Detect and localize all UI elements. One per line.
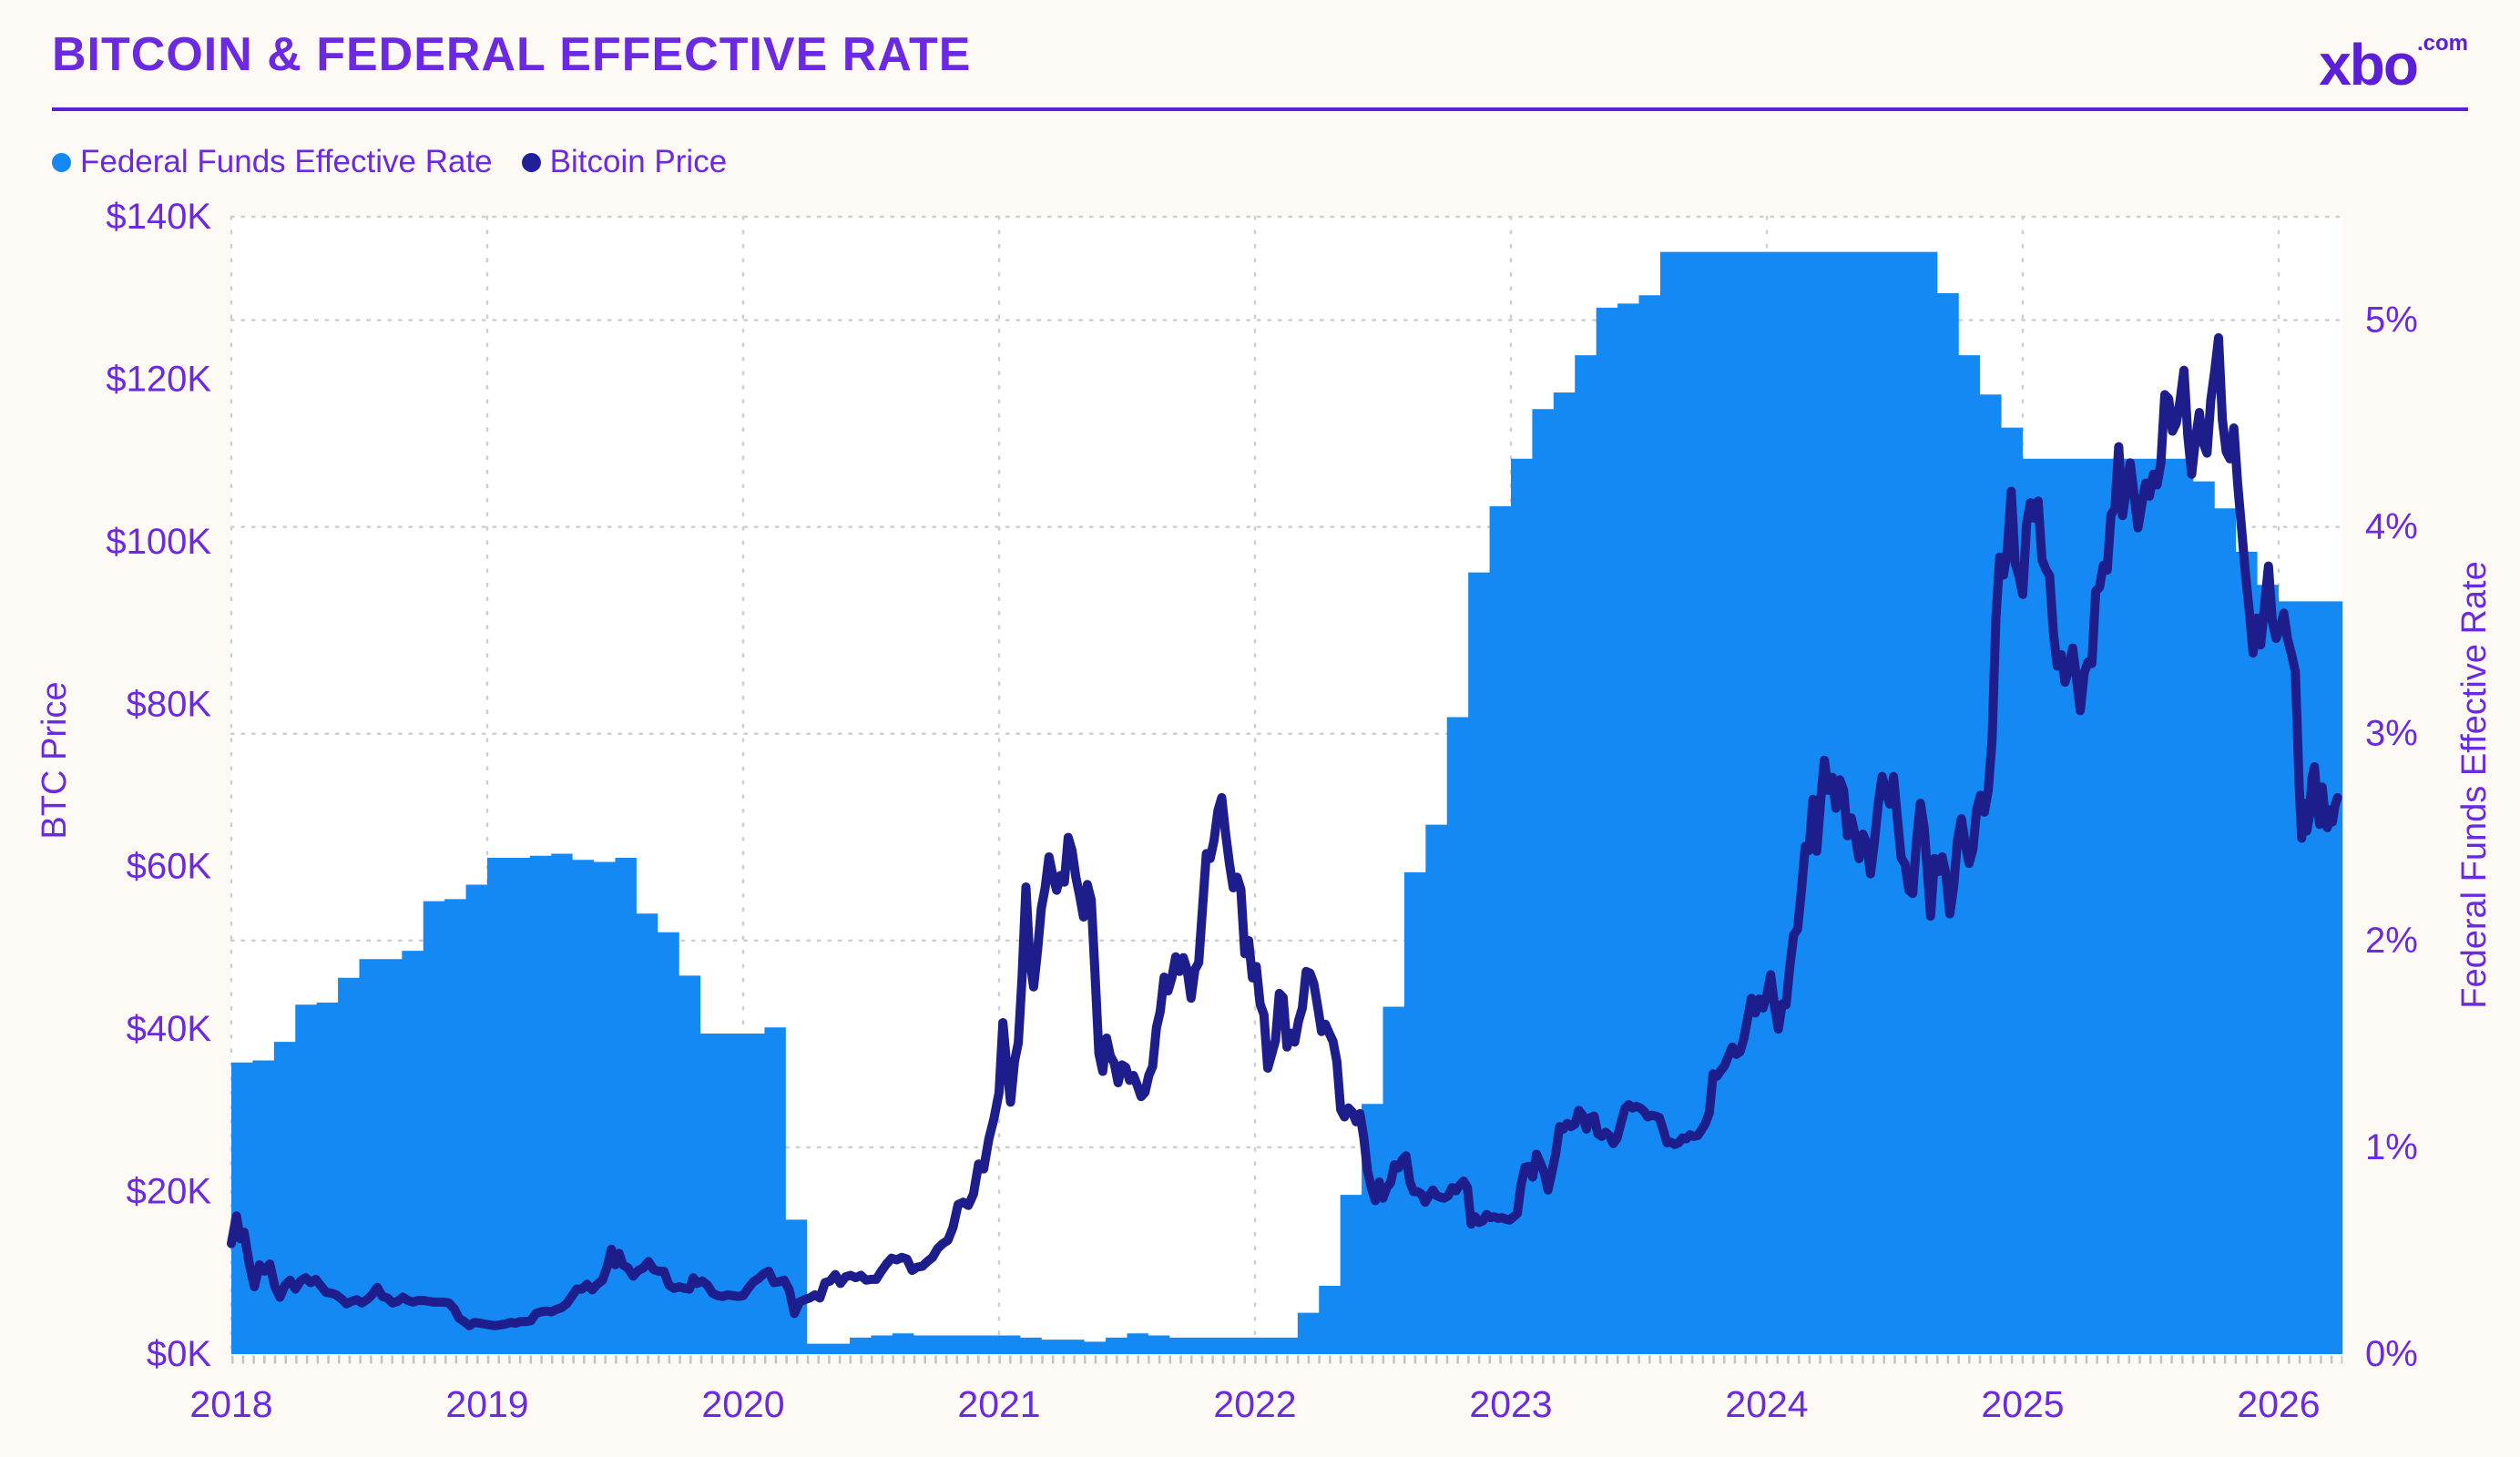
- y-axis-right-title: Federal Funds Effective Rate: [2455, 561, 2494, 1008]
- bitcoin-price-line: [227, 332, 2342, 1330]
- x-tick-2018: 2018: [189, 1383, 272, 1425]
- y-left-tick-$140K: $140K: [106, 197, 211, 237]
- x-tick-2024: 2024: [1725, 1383, 1808, 1425]
- x-tick-2021: 2021: [957, 1383, 1040, 1425]
- title-divider: [52, 107, 2468, 111]
- legend-dot-fed-rate: [52, 152, 71, 172]
- logo-text: xbo: [2319, 32, 2419, 97]
- x-tick-2020: 2020: [701, 1383, 784, 1425]
- y-left-tick-$120K: $120K: [106, 359, 211, 399]
- y-left-tick-$80K: $80K: [127, 684, 212, 724]
- y-left-tick-$60K: $60K: [127, 847, 212, 887]
- y-right-tick-5%: 5%: [2365, 301, 2418, 341]
- legend-label-bitcoin-price: Bitcoin Price: [549, 144, 728, 179]
- page-title: BITCOIN & FEDERAL EFFECTIVE RATE: [52, 28, 972, 81]
- y-axis-left-title: BTC Price: [36, 681, 74, 839]
- legend-label-fed-rate: Federal Funds Effective Rate: [80, 144, 493, 179]
- y-right-tick-1%: 1%: [2365, 1127, 2418, 1167]
- axis-tick-labels: $0K $20K $40K $60K $80K $100K $120K $140K 0% 1% 2%…: [106, 197, 2417, 1425]
- x-tick-2022: 2022: [1213, 1383, 1296, 1425]
- y-right-tick-3%: 3%: [2365, 714, 2418, 754]
- chart-legend: Federal Funds Effective Rate Bitcoin Pri…: [52, 144, 743, 180]
- y-right-tick-0%: 0%: [2365, 1334, 2418, 1374]
- x-tick-2025: 2025: [1981, 1383, 2064, 1425]
- fed-funds-rate-area: [231, 251, 2343, 1354]
- x-tick-2019: 2019: [445, 1383, 528, 1425]
- y-left-tick-$20K: $20K: [127, 1172, 212, 1212]
- y-right-tick-2%: 2%: [2365, 921, 2418, 961]
- series-layer: [227, 251, 2343, 1364]
- y-left-tick-$0K: $0K: [147, 1334, 211, 1374]
- logo-tld: .com: [2416, 31, 2468, 56]
- y-left-tick-$100K: $100K: [106, 522, 211, 562]
- x-tick-2026: 2026: [2237, 1383, 2320, 1425]
- x-tick-2023: 2023: [1469, 1383, 1552, 1425]
- xbo-logo: xbo.com: [2319, 31, 2468, 98]
- legend-item-bitcoin-price: Bitcoin Price: [521, 144, 728, 180]
- y-left-tick-$40K: $40K: [127, 1009, 212, 1049]
- y-right-tick-4%: 4%: [2365, 507, 2418, 547]
- legend-dot-bitcoin-price: [521, 152, 541, 172]
- legend-item-fed-rate: Federal Funds Effective Rate: [52, 144, 493, 180]
